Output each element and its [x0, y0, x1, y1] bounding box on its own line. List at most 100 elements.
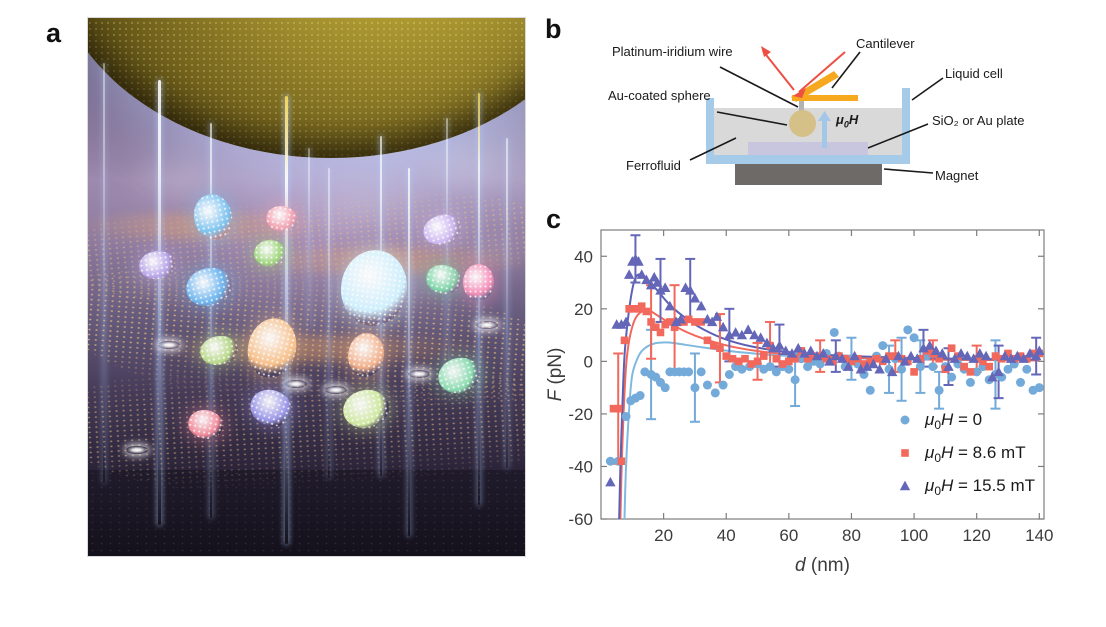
data-point-marker [767, 342, 779, 353]
schematic-overlay [689, 46, 944, 174]
data-point-marker [828, 357, 837, 366]
data-point-marker [747, 360, 756, 368]
data-point-marker [661, 320, 669, 329]
data-point-marker [815, 359, 825, 369]
liquid-cell-pointer-line [911, 77, 944, 101]
data-point-marker [824, 355, 835, 366]
y-tick-label: 40 [574, 247, 593, 266]
light-beam [408, 168, 410, 536]
label-sio2-au-plate: SiO₂ or Au plate [932, 113, 1025, 128]
data-point-marker [625, 305, 633, 313]
data-point-marker [916, 354, 925, 363]
panel-c-label: c [546, 204, 562, 234]
data-point-marker [1022, 364, 1032, 374]
data-point-marker [722, 352, 731, 360]
data-point-marker [803, 362, 813, 372]
data-point-marker [655, 285, 666, 295]
data-point-marker [695, 300, 707, 311]
data-point-marker [620, 316, 632, 327]
data-point-marker [985, 362, 994, 371]
label-ferrofluid: Ferrofluid [626, 158, 681, 173]
data-point-marker [1029, 349, 1037, 358]
data-point-marker [947, 344, 956, 353]
y-tick-label: -20 [568, 405, 593, 424]
light-beam [285, 96, 288, 544]
data-point-marker [974, 348, 986, 358]
data-point-marker [685, 285, 696, 295]
data-point-marker [771, 367, 781, 377]
data-point-marker [849, 350, 860, 361]
data-point-marker [901, 449, 909, 457]
cantilever-holder [792, 95, 858, 101]
data-point-marker [790, 375, 800, 385]
data-point-marker [690, 383, 700, 393]
panel-b-schematic: Platinum-iridium wire Cantilever Liquid … [540, 20, 1106, 205]
data-point-marker [893, 350, 904, 361]
data-point-marker [805, 345, 816, 356]
label-platinum-iridium-wire: Platinum-iridium wire [612, 44, 733, 59]
data-point-marker [716, 344, 724, 353]
data-point-marker [885, 352, 893, 360]
light-sparkle [285, 380, 307, 388]
x-tick-label: 20 [654, 526, 673, 545]
data-point-marker [702, 380, 712, 390]
data-point-marker [1004, 349, 1012, 358]
data-point-marker [749, 329, 760, 340]
data-point-marker [718, 380, 728, 390]
data-point-marker [980, 350, 992, 361]
data-point-marker [841, 354, 849, 363]
data-point-marker [728, 354, 737, 363]
y-tick-label: -60 [568, 510, 593, 529]
axes-box [600, 229, 1045, 520]
data-point-marker [878, 341, 888, 351]
data-point-marker [949, 353, 960, 363]
data-point-marker [730, 327, 741, 337]
data-point-marker [855, 363, 867, 374]
data-point-marker [642, 307, 651, 316]
legend-entry: μ0H = 8.6 mT [924, 443, 1026, 465]
data-point-marker [753, 357, 762, 366]
data-point-marker [1034, 345, 1044, 356]
data-point-marker [861, 361, 873, 371]
data-point-marker [759, 352, 768, 360]
data-point-marker [786, 348, 798, 358]
data-point-marker [912, 353, 923, 363]
data-point-marker [641, 274, 652, 285]
data-point-marker [843, 361, 854, 371]
data-point-marker [614, 404, 623, 413]
laser-reflected-beam [762, 50, 795, 91]
platinum-iridium-wire [799, 94, 804, 112]
data-point-marker [972, 354, 981, 363]
data-point-marker [784, 364, 794, 374]
y-tick-label: 20 [574, 300, 593, 319]
x-axis-label: d (nm) [795, 555, 850, 576]
data-point-marker [1034, 383, 1044, 393]
data-point-marker [765, 362, 775, 372]
colloid-bubble [463, 264, 494, 301]
data-point-marker [691, 318, 699, 326]
x-tick-label: 120 [963, 526, 991, 545]
data-point-marker [965, 377, 975, 387]
data-point-marker [736, 329, 748, 340]
data-point-marker [1016, 352, 1025, 360]
field-arrow-shaft [822, 120, 827, 148]
data-point-marker [987, 371, 998, 382]
data-point-marker [947, 372, 957, 382]
data-point-marker [623, 269, 635, 279]
data-point-marker [652, 277, 663, 287]
data-point-marker [1012, 350, 1023, 361]
label-magnet: Magnet [935, 168, 979, 183]
annotation-lines [689, 51, 944, 174]
data-point-marker [1030, 350, 1042, 361]
data-point-marker [897, 364, 907, 374]
data-point-marker [647, 318, 655, 326]
data-point-marker [860, 360, 868, 368]
liquid-cell-right-wall [902, 88, 910, 164]
light-sparkle [158, 341, 180, 349]
data-point-marker [972, 367, 982, 377]
data-point-marker [810, 352, 818, 360]
data-point-marker [755, 332, 766, 342]
panel-a-illustration [87, 17, 526, 557]
data-point-marker [968, 353, 979, 363]
field-arrow-head [818, 111, 831, 121]
